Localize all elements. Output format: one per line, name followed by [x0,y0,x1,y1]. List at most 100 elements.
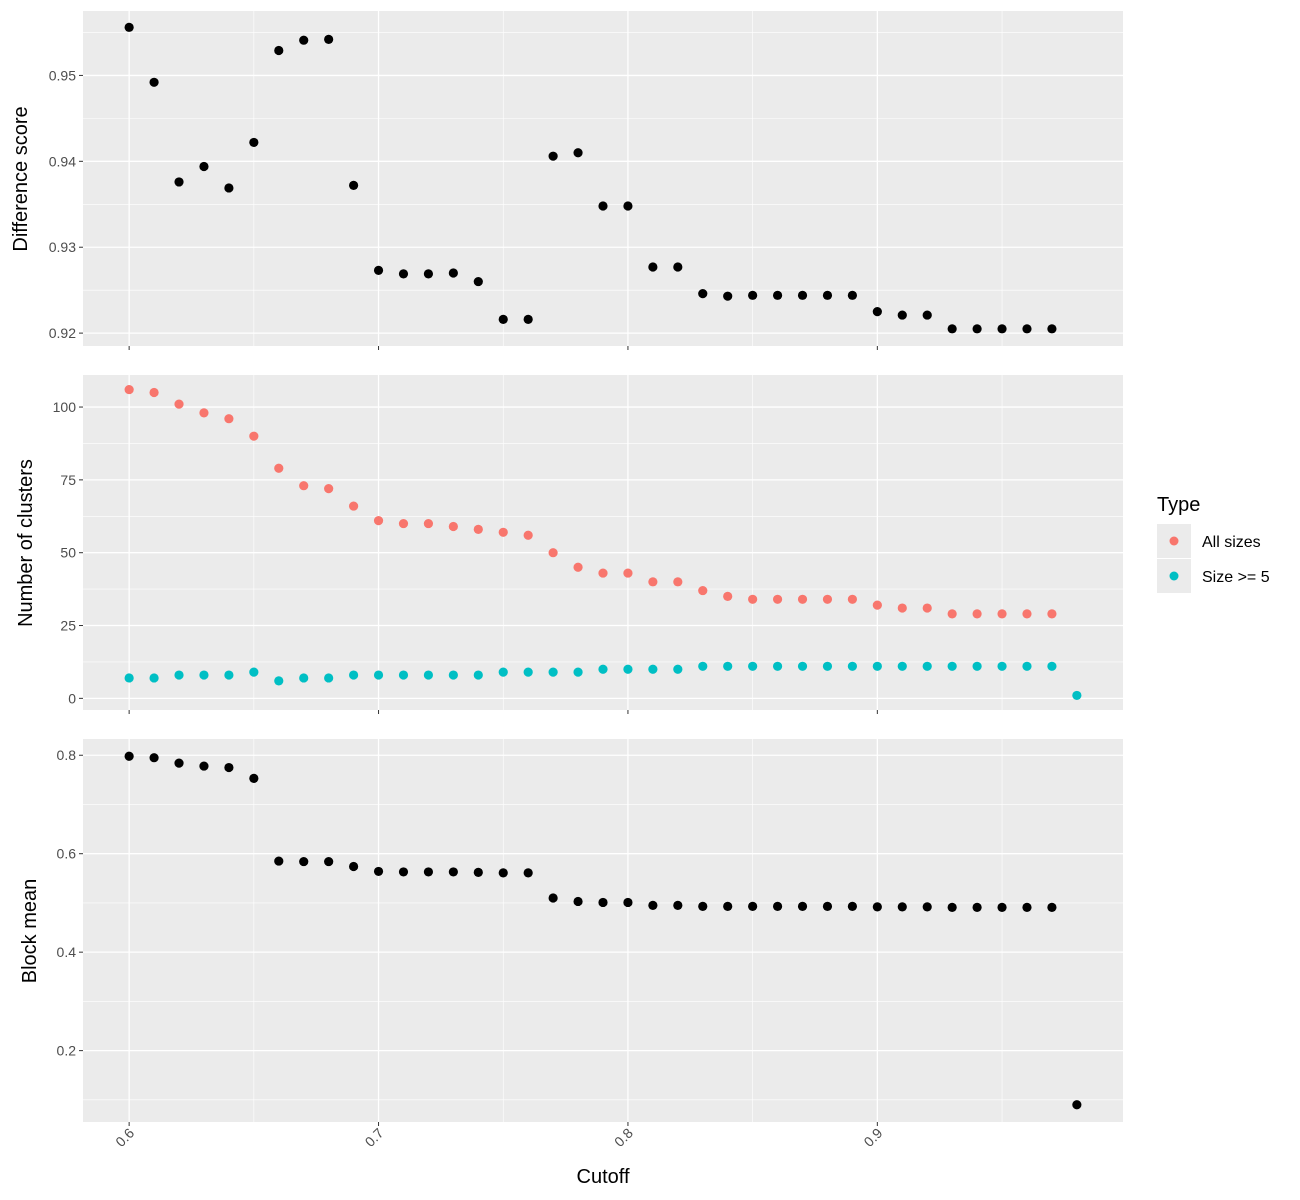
panel-background [83,11,1123,346]
data-point [972,609,982,619]
data-point [473,524,483,534]
y-tick-label: 0.6 [57,846,77,862]
data-point [648,664,658,674]
data-point [249,773,259,783]
data-point [997,609,1007,619]
data-point [324,34,334,44]
data-point [523,314,533,324]
data-point [872,902,882,912]
panel-background [83,375,1123,710]
data-point [872,307,882,317]
data-point [673,664,683,674]
data-point [423,867,434,877]
data-point [698,289,708,299]
data-point [922,661,932,671]
data-point [922,902,932,912]
data-point [373,670,384,680]
y-axis-title-block-mean: Block mean [19,879,41,984]
data-point [1022,609,1032,619]
legend-title: Type [1157,494,1200,516]
data-point [348,180,359,190]
legend-label-size-ge-5: Size >= 5 [1202,569,1270,586]
data-point [523,667,533,677]
data-point [797,661,808,671]
data-point [224,762,234,773]
data-point [124,673,134,683]
data-point [623,664,633,674]
data-point [822,901,833,911]
y-axis-title-number-of-clusters: Number of clusters [15,459,37,627]
data-point [249,431,259,441]
data-point [473,276,483,287]
data-point [1072,1100,1082,1110]
data-point [797,290,808,300]
data-point [922,603,932,613]
data-point [423,670,434,680]
y-tick-label: 0 [68,690,76,706]
data-point [124,751,134,761]
data-point [174,758,184,768]
data-point [797,594,808,604]
data-point [149,753,159,763]
data-point [748,661,758,671]
data-point [199,761,209,771]
data-point [199,670,209,680]
data-point [623,201,633,211]
data-point [947,902,957,912]
data-point [997,324,1007,334]
data-point [872,600,882,610]
data-point [648,577,658,587]
data-point [373,866,384,877]
data-point [548,151,558,161]
data-point [1047,609,1057,619]
data-point [274,676,284,686]
data-point [573,562,583,572]
data-point [997,661,1007,671]
data-point [149,387,159,398]
data-point [997,902,1007,912]
data-point [523,868,533,878]
data-point [723,291,733,301]
data-point [249,137,259,148]
data-point [947,661,957,671]
data-point [448,670,458,680]
data-point [897,661,907,671]
data-point [448,521,458,532]
data-point [199,408,209,418]
data-point [274,463,284,473]
data-point [224,414,234,424]
data-point [498,868,508,878]
data-point [1022,324,1032,334]
data-point [872,661,882,671]
data-point [548,667,558,677]
y-tick-label: 75 [60,472,76,488]
y-tick-label: 0.92 [49,325,76,341]
y-tick-label: 0.8 [57,747,77,763]
data-point [398,269,409,279]
data-point [772,594,783,604]
data-point [348,670,359,680]
data-point [1047,661,1057,671]
data-point [174,670,184,680]
legend-dot-all-sizes [1169,536,1179,546]
data-point [398,867,409,877]
data-point [972,661,982,671]
data-point [723,901,733,911]
data-point [174,177,184,187]
data-point [897,603,907,613]
data-point [324,484,334,494]
data-point [149,673,159,683]
data-point [598,201,608,211]
data-point [348,861,359,872]
data-point [423,269,434,279]
data-point [448,867,458,877]
data-point [498,667,508,677]
data-point [448,268,458,278]
data-point [648,900,658,910]
data-point [473,670,483,680]
data-point [748,290,758,300]
data-point [772,901,783,911]
y-tick-label: 0.95 [49,67,76,83]
data-point [299,35,309,45]
panel-number-of-clusters: 0 25 50 75 100 [53,375,1123,714]
